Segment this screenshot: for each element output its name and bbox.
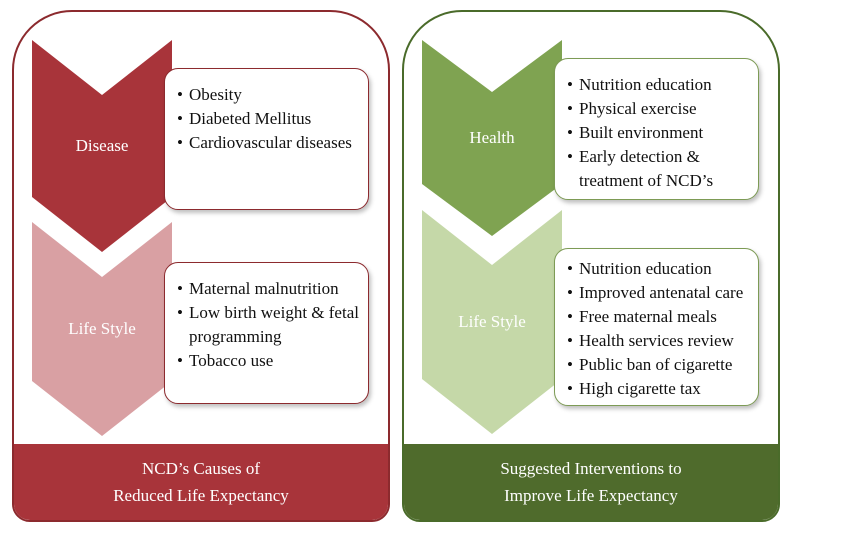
health-chevron: Health [422,40,562,236]
lifestyle-intervention-list-box: Nutrition education Improved antenatal c… [554,248,759,406]
health-label: Health [469,128,515,147]
interventions-footer-line1: Suggested Interventions to [500,459,682,478]
lifestyle-intervention-chevron: Life Style [422,210,562,434]
list-item: Nutrition education [567,73,750,97]
disease-chevron: Disease [32,40,172,252]
causes-panel: Disease Life Style Obesity Diabeted Mell… [12,10,390,522]
lifestyle-cause-list-box: Maternal malnutrition Low birth weight &… [164,262,369,404]
list-item: Tobacco use [177,349,360,373]
list-item: Improved antenatal care [567,281,750,305]
disease-list-box: Obesity Diabeted Mellitus Cardiovascular… [164,68,369,210]
causes-footer: NCD’s Causes of Reduced Life Expectancy [14,444,388,520]
list-item: Physical exercise [567,97,750,121]
health-list-box: Nutrition education Physical exercise Bu… [554,58,759,200]
lifestyle-cause-chevron: Life Style [32,222,172,436]
list-item: High cigarette tax [567,377,750,401]
list-item: Obesity [177,83,360,107]
causes-footer-line2: Reduced Life Expectancy [113,486,289,505]
lifestyle-intervention-label: Life Style [458,312,526,331]
lifestyle-cause-list: Maternal malnutrition Low birth weight &… [177,277,360,373]
chevron-shape [422,210,562,434]
disease-list: Obesity Diabeted Mellitus Cardiovascular… [177,83,360,155]
list-item: Low birth weight & fetal programming [177,301,360,349]
list-item: Public ban of cigarette [567,353,750,377]
lifestyle-intervention-list: Nutrition education Improved antenatal c… [567,257,750,401]
list-item: Built environment [567,121,750,145]
disease-label: Disease [75,136,129,155]
list-item: Maternal malnutrition [177,277,360,301]
interventions-footer-line2: Improve Life Expectancy [504,486,678,505]
list-item: Nutrition education [567,257,750,281]
list-item: Diabeted Mellitus [177,107,360,131]
interventions-panel: Health Life Style Nutrition education Ph… [402,10,780,522]
list-item: Free maternal meals [567,305,750,329]
interventions-footer: Suggested Interventions to Improve Life … [404,444,778,520]
chevron-shape [32,222,172,436]
list-item: Early detection & treatment of NCD’s [567,145,750,193]
chevron-shape [32,40,172,252]
health-list: Nutrition education Physical exercise Bu… [567,73,750,193]
chevron-shape [422,40,562,236]
list-item: Health services review [567,329,750,353]
causes-footer-line1: NCD’s Causes of [141,459,261,478]
list-item: Cardiovascular diseases [177,131,360,155]
lifestyle-cause-label: Life Style [68,319,136,338]
